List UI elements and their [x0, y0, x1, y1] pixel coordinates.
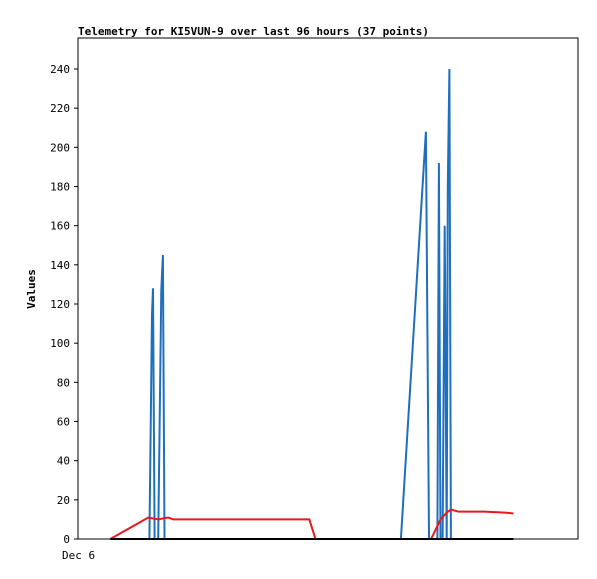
y-tick-label: 140 [50, 259, 70, 272]
y-tick-label: 180 [50, 181, 70, 194]
y-tick-label: 0 [63, 533, 70, 546]
y-tick-label: 40 [57, 455, 70, 468]
y-tick-label: 60 [57, 416, 70, 429]
x-tick-label: Dec 6 [62, 549, 95, 562]
y-tick-label: 200 [50, 141, 70, 154]
y-tick-label: 220 [50, 102, 70, 115]
chart-title: Telemetry for KI5VUN-9 over last 96 hour… [78, 25, 429, 38]
y-tick-label: 20 [57, 494, 70, 507]
x-axis: Dec 6 [62, 549, 95, 562]
y-axis-label: Values [25, 269, 38, 309]
y-tick-label: 160 [50, 220, 70, 233]
y-tick-label: 120 [50, 298, 70, 311]
series-layer [109, 68, 514, 540]
y-tick-label: 80 [57, 376, 70, 389]
y-axis: 0 20 40 60 80 100 120 140 160 180 200 220 240 [50, 63, 78, 546]
y-tick-label: 240 [50, 63, 70, 76]
y-tick-label: 100 [50, 337, 70, 350]
